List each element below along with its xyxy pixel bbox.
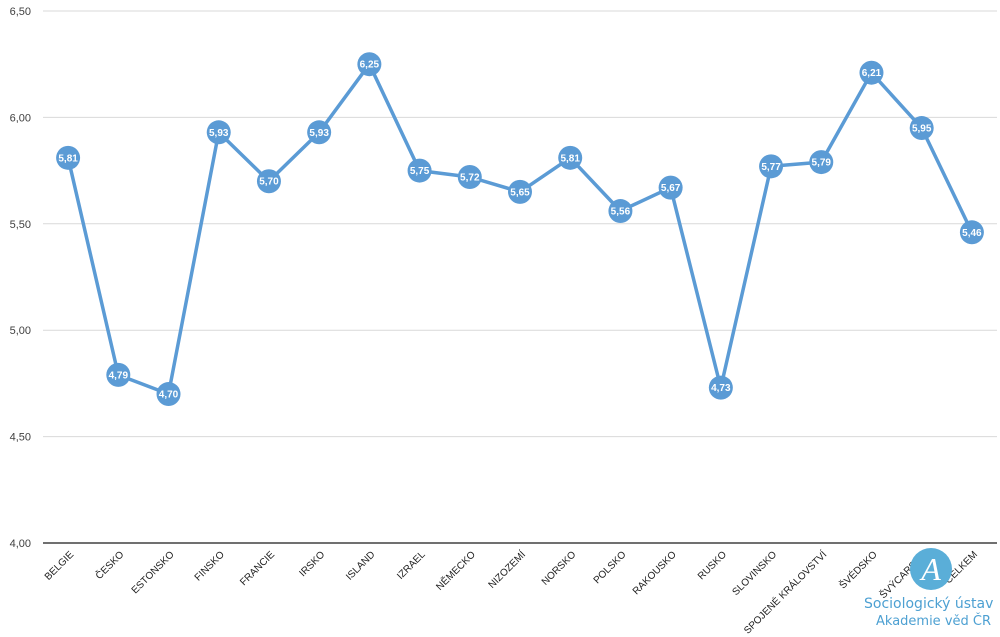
data-point (407, 158, 432, 183)
data-point (56, 145, 81, 170)
data-label: 5,95 (912, 124, 932, 135)
data-label: 5,67 (661, 183, 681, 194)
data-label: 5,56 (611, 207, 631, 218)
series-line-path (66, 62, 974, 396)
data-label: 4,70 (159, 390, 179, 401)
data-point (357, 52, 382, 77)
x-tick-label: FRANCIE (238, 549, 277, 588)
x-tick-label: IRSKO (297, 549, 327, 579)
y-axis: 4,00 4,50 5,00 5,50 6,00 6,50 (10, 6, 31, 550)
data-point (106, 362, 131, 387)
x-tick-label: ESTONSKO (130, 549, 177, 596)
x-tick-label: RAKOUSKO (631, 549, 679, 597)
y-tick-label: 6,00 (10, 112, 31, 124)
data-point (608, 199, 633, 224)
data-point (959, 220, 984, 245)
institute-logo: A Sociologický ústav Akademie věd ČR (858, 548, 998, 634)
y-tick-label: 4,50 (10, 432, 31, 444)
x-tick-label: IZRAEL (395, 549, 428, 582)
data-point (457, 164, 482, 189)
y-tick-label: 5,00 (10, 325, 31, 337)
x-tick-label: POLSKO (592, 549, 629, 586)
x-tick-label: NIZOZEMÍ (485, 548, 528, 591)
x-tick-label: RUSKO (696, 549, 729, 582)
x-tick-label: SPOJENÉ KRÁLOVSTVÍ (741, 548, 830, 637)
data-label: 5,77 (761, 162, 781, 173)
x-tick-label: FINSKO (193, 549, 227, 583)
data-point (658, 175, 683, 200)
x-tick-label: SLOVINSKO (731, 549, 780, 598)
data-label: 5,65 (510, 187, 530, 198)
data-label: 5,93 (309, 128, 329, 139)
data-label: 6,25 (360, 60, 380, 71)
data-points: 5,81 4,79 4,70 5,93 5,70 5,93 6,25 5,75 5,72 5,65… (56, 52, 984, 407)
x-tick-label: NĚMECKO (433, 548, 478, 593)
data-point (859, 60, 884, 85)
data-label: 5,79 (812, 158, 832, 169)
data-label: 5,70 (259, 177, 279, 188)
data-label: 6,21 (862, 68, 882, 79)
data-point (809, 150, 834, 175)
y-tick-label: 6,50 (10, 6, 31, 18)
data-point (508, 179, 532, 204)
sociologicky-ustav-logo-icon: A (910, 548, 952, 590)
y-tick-label: 4,00 (10, 538, 31, 550)
x-tick-label: BELGIE (43, 549, 77, 583)
logo-line1: Sociologický ústav (864, 596, 994, 612)
data-point (708, 375, 733, 400)
series-line (66, 62, 974, 396)
logo-letter-glyph: A (921, 551, 941, 587)
x-tick-label: ČESKO (92, 548, 126, 582)
data-point (256, 169, 281, 194)
data-label: 5,75 (410, 166, 430, 177)
data-label: 5,93 (209, 128, 229, 139)
data-point (909, 116, 934, 141)
x-tick-label: NORSKO (540, 549, 579, 588)
data-point (759, 154, 784, 179)
data-label: 4,73 (711, 383, 731, 394)
x-tick-label: ISLAND (344, 549, 377, 582)
data-point (307, 120, 332, 145)
data-label: 5,81 (58, 153, 78, 164)
logo-line2: Akademie věd ČR (876, 614, 992, 629)
data-point (206, 120, 231, 145)
y-tick-label: 5,50 (10, 219, 31, 231)
gridlines (43, 10, 997, 544)
data-label: 4,79 (109, 370, 129, 381)
data-point (156, 382, 181, 407)
data-label: 5,72 (460, 172, 480, 183)
x-axis: BELGIE ČESKO ESTONSKO FINSKO FRANCIE IRSKO ISL… (43, 548, 980, 637)
data-label: 5,81 (560, 153, 580, 164)
data-point (558, 145, 583, 170)
data-label: 5,46 (962, 228, 982, 239)
